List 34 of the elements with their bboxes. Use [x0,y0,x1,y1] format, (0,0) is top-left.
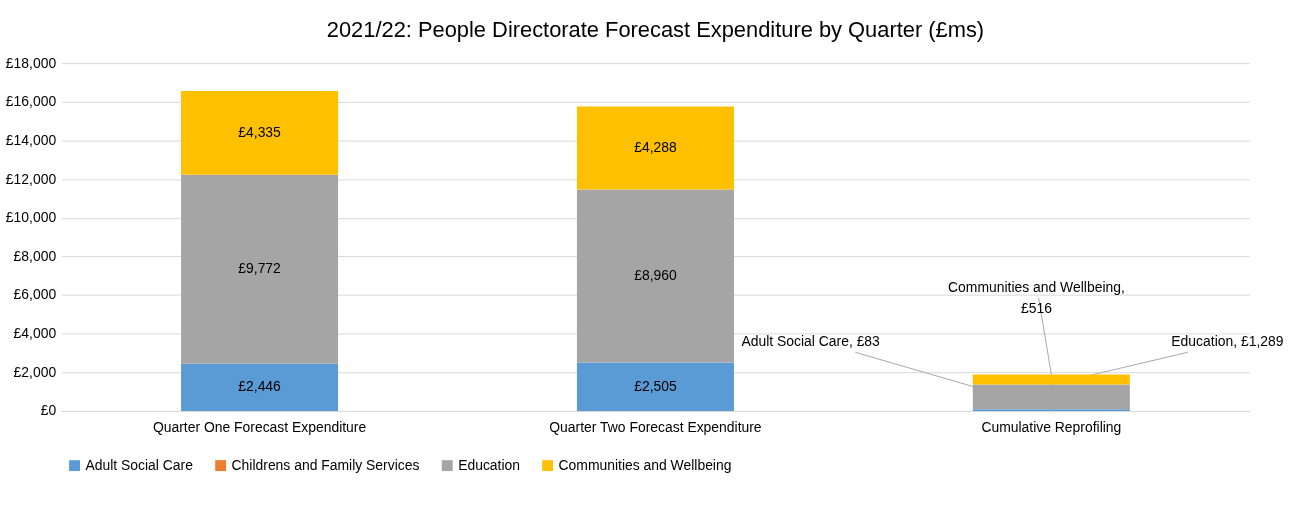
data-label: £4,335 [238,123,282,140]
y-tick-label: £0 [40,402,57,419]
x-tick-label: Quarter One Forecast Expenditure [152,419,367,436]
annotation: Communities and Wellbeing, £516 [948,278,1125,316]
data-label: £8,960 [634,266,677,283]
bar [576,362,734,411]
annotation: Adult Social Care, £83 [741,333,881,350]
legend-label: Adult Social Care [85,456,194,473]
bar [181,174,339,364]
y-tick-label: £12,000 [5,170,57,187]
bar [576,189,734,363]
data-label: £2,505 [634,377,677,394]
y-tick-label: £10,000 [5,209,57,226]
y-tick-label: £4,000 [13,325,57,342]
y-tick-label: £8,000 [13,247,57,264]
y-tick-label: £14,000 [5,131,57,148]
chart-title: 2021/22: People Directorate Forecast Expenditure by Quarter (£ms) [326,17,985,43]
data-label: £2,446 [238,378,282,395]
x-tick-label: Quarter Two Forecast Expenditure [549,419,762,436]
bar [972,374,1130,385]
y-tick-label: £6,000 [13,286,57,303]
x-tick-label: Cumulative Reprofiling [981,419,1122,436]
y-tick-label: £2,000 [13,363,57,380]
y-tick-label: £16,000 [5,93,57,110]
data-label: £4,288 [634,138,677,155]
bar [181,91,339,175]
annotation: Education, £1,289 [1171,333,1284,350]
data-label: £9,772 [238,260,282,277]
legend-label: Childrens and Family Services [231,456,420,473]
legend-label: Communities and Wellbeing [558,456,732,473]
bar [181,363,339,411]
legend-label: Education [458,456,521,473]
bar [576,106,734,190]
y-tick-label: £18,000 [5,54,57,71]
